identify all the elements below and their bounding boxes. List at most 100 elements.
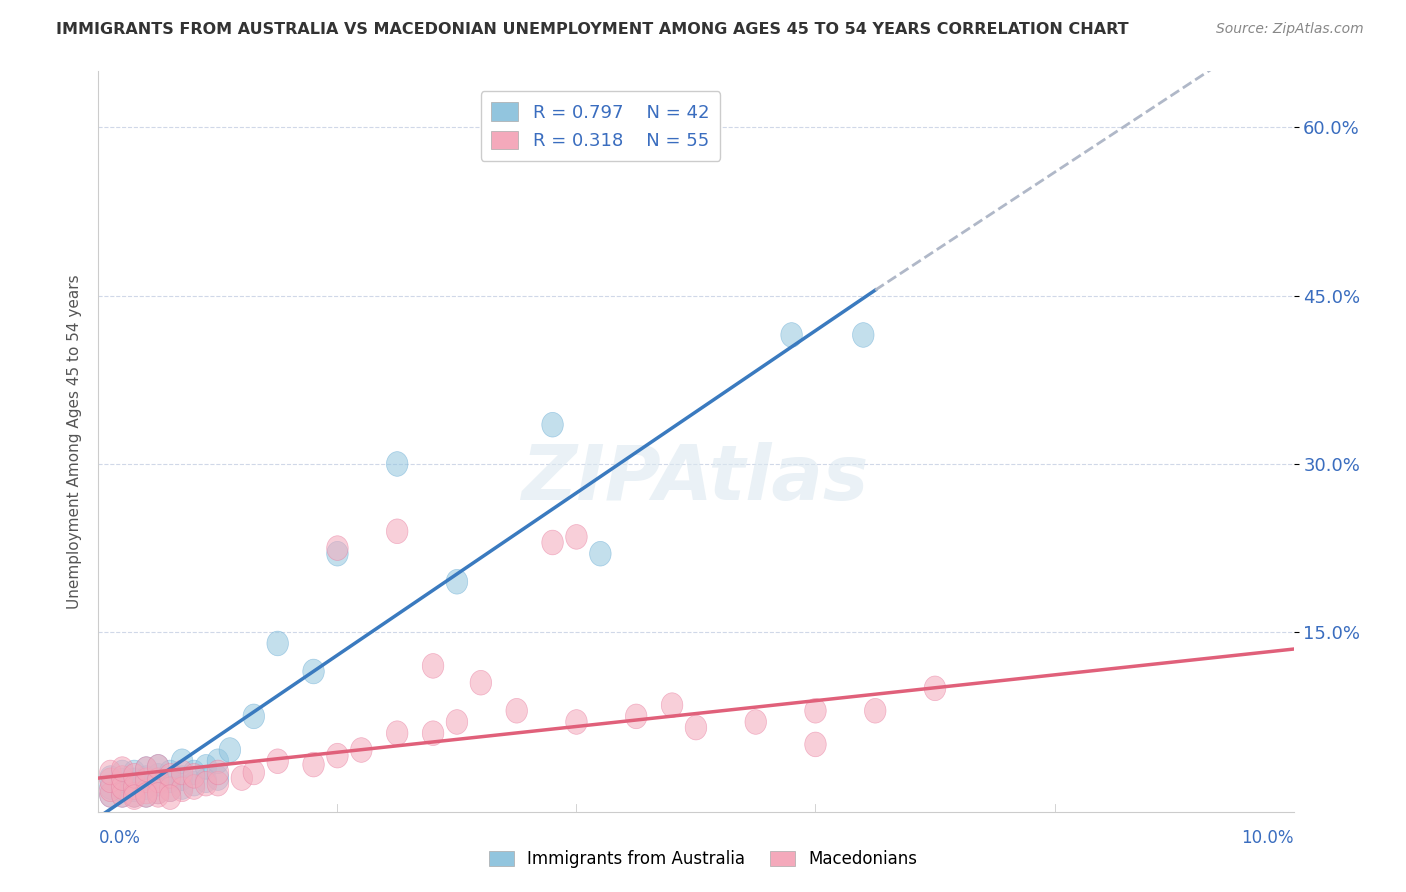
Ellipse shape xyxy=(195,755,217,780)
Ellipse shape xyxy=(506,698,527,723)
Ellipse shape xyxy=(111,768,134,793)
Ellipse shape xyxy=(135,756,157,781)
Ellipse shape xyxy=(231,765,253,790)
Ellipse shape xyxy=(924,676,946,701)
Ellipse shape xyxy=(565,524,588,549)
Ellipse shape xyxy=(422,654,444,678)
Ellipse shape xyxy=(159,777,181,802)
Ellipse shape xyxy=(148,782,169,807)
Ellipse shape xyxy=(387,451,408,476)
Ellipse shape xyxy=(183,760,205,785)
Ellipse shape xyxy=(326,536,349,560)
Ellipse shape xyxy=(267,632,288,656)
Ellipse shape xyxy=(124,764,145,789)
Ellipse shape xyxy=(865,698,886,723)
Ellipse shape xyxy=(267,749,288,773)
Ellipse shape xyxy=(148,755,169,780)
Text: 0.0%: 0.0% xyxy=(98,829,141,847)
Ellipse shape xyxy=(387,519,408,543)
Ellipse shape xyxy=(159,760,181,785)
Ellipse shape xyxy=(124,777,145,802)
Text: Source: ZipAtlas.com: Source: ZipAtlas.com xyxy=(1216,22,1364,37)
Ellipse shape xyxy=(135,782,157,807)
Ellipse shape xyxy=(326,541,349,566)
Ellipse shape xyxy=(470,671,492,695)
Legend: Immigrants from Australia, Macedonians: Immigrants from Australia, Macedonians xyxy=(482,844,924,875)
Ellipse shape xyxy=(219,738,240,763)
Ellipse shape xyxy=(661,693,683,717)
Ellipse shape xyxy=(387,721,408,746)
Text: ZIPAtlas: ZIPAtlas xyxy=(522,442,870,516)
Ellipse shape xyxy=(302,659,325,684)
Ellipse shape xyxy=(148,772,169,796)
Ellipse shape xyxy=(100,768,121,793)
Y-axis label: Unemployment Among Ages 45 to 54 years: Unemployment Among Ages 45 to 54 years xyxy=(66,274,82,609)
Ellipse shape xyxy=(172,749,193,773)
Ellipse shape xyxy=(183,764,205,789)
Ellipse shape xyxy=(111,782,134,807)
Ellipse shape xyxy=(148,755,169,780)
Text: 10.0%: 10.0% xyxy=(1241,829,1294,847)
Ellipse shape xyxy=(207,772,229,796)
Text: IMMIGRANTS FROM AUSTRALIA VS MACEDONIAN UNEMPLOYMENT AMONG AGES 45 TO 54 YEARS C: IMMIGRANTS FROM AUSTRALIA VS MACEDONIAN … xyxy=(56,22,1129,37)
Ellipse shape xyxy=(422,721,444,746)
Ellipse shape xyxy=(172,777,193,802)
Ellipse shape xyxy=(326,743,349,768)
Ellipse shape xyxy=(148,768,169,793)
Ellipse shape xyxy=(135,765,157,790)
Ellipse shape xyxy=(172,774,193,799)
Ellipse shape xyxy=(172,765,193,790)
Ellipse shape xyxy=(804,698,827,723)
Ellipse shape xyxy=(100,774,121,799)
Ellipse shape xyxy=(745,710,766,734)
Ellipse shape xyxy=(852,323,875,347)
Ellipse shape xyxy=(207,765,229,790)
Ellipse shape xyxy=(446,710,468,734)
Ellipse shape xyxy=(183,774,205,799)
Ellipse shape xyxy=(541,530,564,555)
Ellipse shape xyxy=(159,768,181,793)
Ellipse shape xyxy=(111,777,134,802)
Ellipse shape xyxy=(159,785,181,809)
Ellipse shape xyxy=(111,756,134,781)
Ellipse shape xyxy=(100,777,121,802)
Ellipse shape xyxy=(148,764,169,789)
Ellipse shape xyxy=(183,772,205,796)
Ellipse shape xyxy=(135,768,157,793)
Ellipse shape xyxy=(135,782,157,807)
Ellipse shape xyxy=(148,780,169,804)
Ellipse shape xyxy=(100,782,121,807)
Ellipse shape xyxy=(159,764,181,789)
Ellipse shape xyxy=(446,569,468,594)
Ellipse shape xyxy=(124,768,145,793)
Legend: R = 0.797    N = 42, R = 0.318    N = 55: R = 0.797 N = 42, R = 0.318 N = 55 xyxy=(481,92,720,161)
Ellipse shape xyxy=(159,777,181,802)
Ellipse shape xyxy=(124,774,145,799)
Ellipse shape xyxy=(111,774,134,799)
Ellipse shape xyxy=(195,772,217,796)
Ellipse shape xyxy=(148,780,169,804)
Ellipse shape xyxy=(207,749,229,773)
Ellipse shape xyxy=(111,765,134,790)
Ellipse shape xyxy=(243,760,264,785)
Ellipse shape xyxy=(100,782,121,807)
Ellipse shape xyxy=(124,760,145,785)
Ellipse shape xyxy=(350,738,373,763)
Ellipse shape xyxy=(100,765,121,790)
Ellipse shape xyxy=(207,760,229,785)
Ellipse shape xyxy=(243,704,264,729)
Ellipse shape xyxy=(626,704,647,729)
Ellipse shape xyxy=(111,782,134,807)
Ellipse shape xyxy=(135,774,157,799)
Ellipse shape xyxy=(565,710,588,734)
Ellipse shape xyxy=(195,768,217,793)
Ellipse shape xyxy=(685,715,707,740)
Ellipse shape xyxy=(172,760,193,785)
Ellipse shape xyxy=(780,323,803,347)
Ellipse shape xyxy=(124,782,145,807)
Ellipse shape xyxy=(804,732,827,756)
Ellipse shape xyxy=(124,785,145,809)
Ellipse shape xyxy=(111,760,134,785)
Ellipse shape xyxy=(100,760,121,785)
Ellipse shape xyxy=(589,541,612,566)
